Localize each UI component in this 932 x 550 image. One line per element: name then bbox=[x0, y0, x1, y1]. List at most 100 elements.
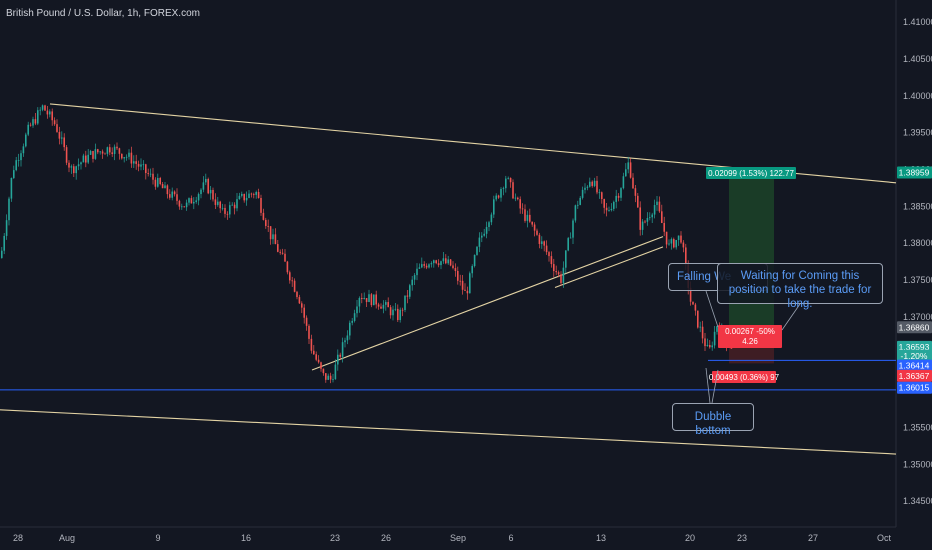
candle-body bbox=[289, 272, 291, 281]
candle-body bbox=[553, 264, 555, 272]
candle-body bbox=[197, 194, 200, 201]
candle-body bbox=[272, 234, 274, 240]
waiting-text: Waiting for Coming this position to take… bbox=[728, 270, 872, 310]
candle-body bbox=[509, 177, 512, 183]
candle-body bbox=[519, 199, 521, 209]
candle-body bbox=[109, 147, 111, 153]
candle-body bbox=[694, 304, 697, 311]
candle-body bbox=[375, 294, 377, 305]
candle-body bbox=[423, 264, 425, 266]
price-axis-tag bbox=[897, 359, 932, 372]
candle-body bbox=[531, 221, 533, 225]
candle-body bbox=[32, 119, 34, 126]
candle-body bbox=[166, 185, 169, 195]
candle-body bbox=[548, 252, 550, 257]
price-axis-tag-text: 1.36860 bbox=[899, 322, 930, 332]
candle-body bbox=[325, 373, 327, 380]
candle-body bbox=[224, 207, 226, 214]
stop-label-text: 0.00493 (0.36%) 97 bbox=[709, 373, 780, 382]
candle-body bbox=[205, 179, 207, 183]
candle-body bbox=[322, 368, 325, 374]
candle-body bbox=[142, 164, 145, 166]
candle-body bbox=[572, 220, 574, 238]
candle-body bbox=[248, 193, 250, 198]
candle-body bbox=[409, 285, 411, 297]
candle-body bbox=[221, 207, 224, 209]
candle-body bbox=[701, 326, 704, 339]
candle-body bbox=[351, 320, 353, 323]
candle-body bbox=[37, 110, 39, 124]
candle-body bbox=[608, 210, 610, 211]
trendline bbox=[311, 236, 664, 371]
candle-body bbox=[284, 253, 286, 262]
candle-body bbox=[92, 151, 94, 159]
candle-body bbox=[555, 271, 557, 273]
candle-body bbox=[401, 309, 404, 311]
candle-body bbox=[190, 198, 193, 204]
candle-body bbox=[341, 342, 344, 357]
candle-body bbox=[123, 157, 125, 159]
candle-body bbox=[41, 105, 44, 110]
candle-body bbox=[632, 177, 634, 189]
candle-body bbox=[89, 151, 92, 155]
stop-label-box bbox=[712, 371, 776, 383]
candle-body bbox=[267, 225, 269, 227]
candle-body bbox=[106, 147, 109, 154]
candle-body bbox=[560, 274, 562, 283]
price-axis-tag bbox=[897, 381, 932, 394]
candle-body bbox=[68, 162, 70, 168]
candle-body bbox=[229, 205, 231, 215]
candle-body bbox=[236, 199, 238, 209]
candle-body bbox=[116, 146, 118, 149]
target-label-box bbox=[706, 167, 796, 179]
candle-body bbox=[615, 195, 617, 202]
candle-body bbox=[291, 280, 293, 282]
candle-body bbox=[305, 317, 308, 326]
candle-body bbox=[243, 193, 245, 201]
candle-body bbox=[485, 227, 488, 234]
candle-body bbox=[581, 189, 584, 198]
candle-body bbox=[603, 199, 605, 208]
price-axis-tag-text: 1.36593 bbox=[899, 342, 930, 352]
candle-body bbox=[65, 147, 68, 163]
candle-body bbox=[620, 188, 622, 198]
candle-body bbox=[279, 251, 281, 253]
candle-body bbox=[317, 359, 320, 363]
candle-body bbox=[370, 294, 373, 306]
x-tick-label: Aug bbox=[59, 533, 75, 543]
candle-body bbox=[140, 164, 142, 167]
candle-body bbox=[118, 148, 121, 154]
double-bottom-callout[interactable]: Dubble bottom bbox=[672, 403, 754, 437]
candle-body bbox=[145, 164, 147, 173]
candle-body bbox=[260, 197, 262, 213]
waiting-callout[interactable]: Waiting for Coming this position to take… bbox=[717, 263, 883, 310]
candle-body bbox=[649, 217, 651, 219]
candle-body bbox=[238, 195, 241, 200]
candle-body bbox=[277, 244, 279, 252]
candle-body bbox=[545, 245, 548, 253]
candle-body bbox=[253, 194, 255, 196]
candle-body bbox=[363, 298, 365, 299]
x-tick-label: 23 bbox=[330, 533, 340, 543]
candle-body bbox=[152, 173, 154, 180]
candle-body bbox=[682, 242, 685, 248]
profit-zone bbox=[729, 172, 774, 328]
candle-body bbox=[680, 235, 682, 243]
candle-body bbox=[505, 178, 507, 189]
candle-body bbox=[421, 264, 423, 268]
candle-body bbox=[473, 254, 476, 267]
double-bottom-text: Dubble bottom bbox=[694, 411, 732, 437]
candle-body bbox=[435, 260, 437, 264]
candle-body bbox=[646, 218, 649, 222]
candle-body bbox=[524, 209, 526, 221]
candle-body bbox=[490, 214, 493, 223]
candle-body bbox=[557, 272, 560, 275]
candle-body bbox=[670, 239, 673, 244]
candle-body bbox=[176, 194, 178, 201]
candle-body bbox=[332, 379, 334, 381]
x-tick-label: Sep bbox=[450, 533, 466, 543]
candle-body bbox=[675, 239, 677, 248]
price-axis-tag-text: 1.38959 bbox=[899, 168, 930, 178]
candle-body bbox=[706, 344, 709, 347]
